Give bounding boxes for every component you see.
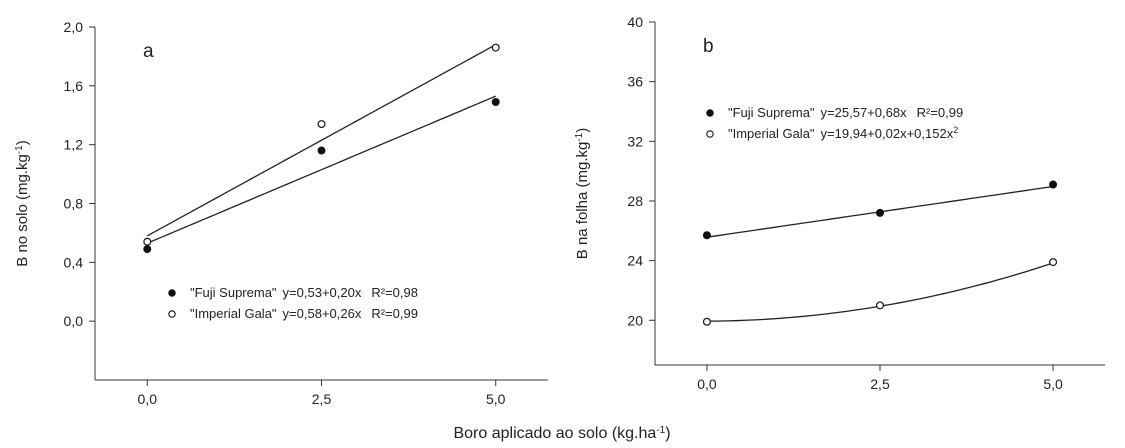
y-tick-label: 36 xyxy=(627,74,643,90)
x-tick-label: 5,0 xyxy=(486,391,506,407)
legend-entry: "Imperial Gala" y=0,58+0,26x R²=0,99 xyxy=(190,306,418,321)
y-tick-label: 2,0 xyxy=(64,19,84,35)
x-tick-label: 0,0 xyxy=(697,376,717,392)
fit-line-imperial-gala xyxy=(706,262,1054,322)
legend-marker xyxy=(168,289,176,297)
legend-series-name: "Imperial Gala" xyxy=(728,126,815,141)
data-point-imperial-gala xyxy=(317,120,326,129)
legend-equation: y=19,94+0,02x+0,152x xyxy=(821,126,954,141)
legend-r2: R²=0,98 xyxy=(371,285,418,300)
data-point-imperial-gala xyxy=(702,317,711,326)
chart-panel-b: 20 24 28 32 36 40 0,0 2,5 5,0 B na folha (mg.kg-1… xyxy=(574,14,1105,392)
legend-series-name: "Fuji Suprema" xyxy=(728,105,815,120)
fit-line-fuji-suprema xyxy=(147,95,496,244)
y-axis-label: B no solo (mg.kg-1) xyxy=(14,140,32,266)
y-tick-label: 0,0 xyxy=(64,313,84,329)
y-axis-label-exponent: -1 xyxy=(14,145,25,154)
y-tick-label: 24 xyxy=(627,253,643,269)
y-tick-label: 0,8 xyxy=(64,196,84,212)
panel-label: b xyxy=(703,36,714,57)
y-tick-label: 1,2 xyxy=(64,137,84,153)
x-tick-label: 2,5 xyxy=(312,391,332,407)
legend-marker xyxy=(706,109,714,117)
legend-marker xyxy=(706,130,714,138)
panel-label: a xyxy=(143,41,154,62)
legend-r2: R²=0,99 xyxy=(917,105,964,120)
y-tick-label: 40 xyxy=(627,14,643,30)
data-point-fuji-suprema xyxy=(1049,180,1058,189)
data-point-imperial-gala xyxy=(491,43,500,52)
legend-marker xyxy=(168,310,176,318)
x-tick-label: 0,0 xyxy=(138,391,158,407)
data-point-imperial-gala xyxy=(143,237,152,246)
legend-entry: "Fuji Suprema" y=25,57+0,68x R²=0,99 xyxy=(728,105,963,120)
data-point-fuji-suprema xyxy=(875,208,884,217)
y-axis-label: B na folha (mg.kg-1) xyxy=(574,128,592,259)
fit-line-imperial-gala xyxy=(146,44,497,237)
y-tick-label: 0,4 xyxy=(64,254,84,270)
data-point-fuji-suprema xyxy=(702,231,711,240)
data-point-imperial-gala xyxy=(875,301,884,310)
legend-equation-exponent: 2 xyxy=(953,125,958,135)
legend-entry: "Fuji Suprema" y=0,53+0,20x R²=0,98 xyxy=(190,285,418,300)
y-axis-label-exponent: -1 xyxy=(574,132,585,141)
legend-series-name: "Fuji Suprema" xyxy=(190,285,277,300)
y-tick-label: 20 xyxy=(627,312,643,328)
data-point-imperial-gala xyxy=(1049,258,1058,267)
legend-entry: "Imperial Gala" y=19,94+0,02x+0,152x2 xyxy=(728,125,958,141)
y-tick-label: 28 xyxy=(627,193,643,209)
x-axis-label: Boro aplicado ao solo (kg.ha-1) xyxy=(453,425,670,443)
x-axis-label-exponent: -1 xyxy=(656,425,665,436)
legend-equation: y=25,57+0,68x xyxy=(821,105,908,120)
legend-equation: y=0,53+0,20x xyxy=(283,285,362,300)
y-tick-label: 1,6 xyxy=(64,78,84,94)
data-point-fuji-suprema xyxy=(143,245,152,254)
x-tick-label: 5,0 xyxy=(1043,376,1063,392)
legend: "Fuji Suprema" y=25,57+0,68x R²=0,99 "Imper… xyxy=(706,105,963,141)
data-point-fuji-suprema xyxy=(317,146,326,155)
chart-panel-a: 0,0 0,4 0,8 1,2 1,6 2,0 0,0 2,5 5,0 B no solo (mg… xyxy=(14,19,548,407)
legend-series-name: "Imperial Gala" xyxy=(190,306,277,321)
legend: "Fuji Suprema" y=0,53+0,20x R²=0,98 "Imperi… xyxy=(168,285,418,321)
y-tick-label: 32 xyxy=(627,133,643,149)
legend-equation: y=0,58+0,26x xyxy=(283,306,362,321)
data-point-fuji-suprema xyxy=(491,98,500,107)
x-tick-label: 2,5 xyxy=(870,376,890,392)
legend-r2: R²=0,99 xyxy=(371,306,418,321)
